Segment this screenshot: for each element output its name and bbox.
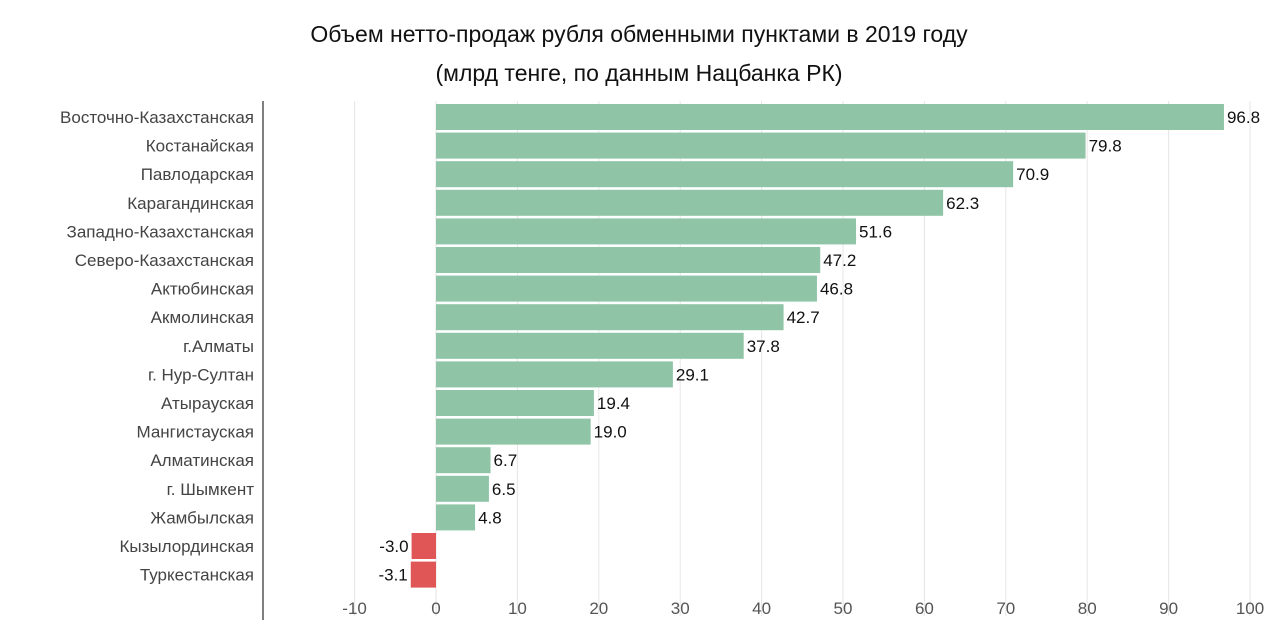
category-label: Карагандинская [127,194,254,213]
category-label: Алматинская [150,451,254,470]
bar [436,304,784,331]
x-tick-label: 80 [1078,599,1097,618]
chart-title: Объем нетто-продаж рубля обменными пункт… [310,21,968,47]
bar [436,361,673,388]
category-label: г.Алматы [183,337,254,356]
category-label: Мангистауская [136,423,254,442]
bar [436,447,491,474]
category-label: Актюбинская [151,280,254,299]
data-label: 4.8 [478,508,502,527]
x-tick-label: 100 [1236,599,1264,618]
data-label: 46.8 [820,280,853,299]
bar [436,475,489,502]
x-tick-label: 10 [508,599,527,618]
category-label: Северо-Казахстанская [75,251,254,270]
x-tick-label: 30 [671,599,690,618]
bar [411,533,436,559]
category-label: Восточно-Казахстанская [60,108,254,127]
category-label: Акмолинская [151,308,254,327]
data-label: 6.5 [492,480,516,499]
category-label: г. Шымкент [167,480,255,499]
category-label: Атырауская [161,394,254,413]
data-label: -3.1 [378,566,407,585]
bar [436,161,1014,188]
data-label: 42.7 [787,308,820,327]
x-tick-label: 70 [996,599,1015,618]
bar [436,418,591,445]
data-label: -3.0 [379,537,408,556]
category-label: Туркестанская [140,566,254,585]
x-tick-label: 40 [752,599,771,618]
category-label: Западно-Казахстанская [67,222,254,241]
x-tick-label: 90 [1159,599,1178,618]
data-label: 51.6 [859,222,892,241]
bar [436,247,821,273]
data-label: 6.7 [494,451,518,470]
x-tick-label: 60 [915,599,934,618]
data-label: 96.8 [1227,108,1260,127]
data-label: 79.8 [1089,137,1122,156]
category-label: Павлодарская [141,165,254,184]
x-tick-label: 0 [431,599,440,618]
bar [436,218,857,245]
bar [436,390,594,416]
x-tick-label: -10 [342,599,367,618]
chart-subtitle: (млрд тенге, по данным Нацбанка РК) [435,60,843,86]
x-tick-label: 50 [834,599,853,618]
bar [436,504,476,531]
category-label: г. Нур-Султан [148,365,254,384]
bar [436,332,744,359]
data-label: 47.2 [823,251,856,270]
x-tick-label: 20 [589,599,608,618]
bar [436,275,817,302]
bar [436,132,1086,159]
data-label: 19.0 [594,423,627,442]
data-label: 37.8 [747,337,780,356]
data-label: 29.1 [676,365,709,384]
bar [436,104,1224,130]
data-label: 62.3 [946,194,979,213]
data-label: 19.4 [597,394,630,413]
bar [436,189,944,216]
category-label: Жамбылская [150,508,254,527]
category-label: Костанайская [146,137,254,156]
bar [410,561,436,588]
category-label: Кызылординская [119,537,254,556]
data-label: 70.9 [1016,165,1049,184]
